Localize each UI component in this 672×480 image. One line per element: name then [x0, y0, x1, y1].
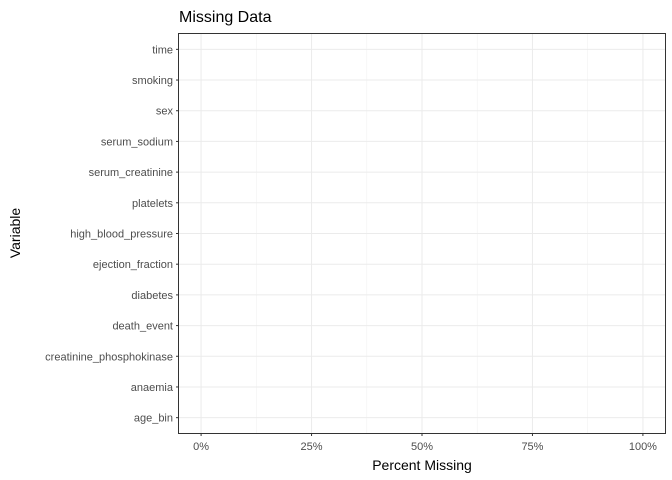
x-tick-label: 100% — [629, 441, 657, 453]
y-tick-label: anaemia — [131, 382, 174, 394]
grid-lines — [179, 34, 665, 433]
x-tick-label: 25% — [301, 441, 323, 453]
y-tick-label: platelets — [132, 198, 173, 210]
y-tick-label: creatinine_phosphokinase — [45, 351, 173, 363]
y-tick-label: smoking — [132, 75, 173, 87]
y-tick-label: high_blood_pressure — [70, 229, 173, 241]
y-tick-label: death_event — [112, 321, 173, 333]
y-axis-title: Variable — [7, 208, 23, 259]
y-tick-label: serum_creatinine — [89, 167, 173, 179]
y-tick-label: time — [152, 44, 173, 56]
x-tick-label: 50% — [411, 441, 433, 453]
y-tick-label: sex — [156, 106, 174, 118]
x-tick-label: 75% — [521, 441, 543, 453]
chart-title: Missing Data — [179, 9, 272, 26]
y-tick-label: age_bin — [134, 413, 173, 425]
y-tick-label: diabetes — [131, 290, 173, 302]
y-tick-label: ejection_fraction — [93, 259, 173, 271]
x-axis-ticks: 0% 25% 50% 75% 100% — [193, 433, 657, 453]
x-tick-label: 0% — [193, 441, 209, 453]
y-axis-ticks: time smoking sex serum_sodium serum_creatini… — [45, 44, 179, 425]
x-axis-title: Percent Missing — [372, 457, 472, 473]
y-tick-label: serum_sodium — [101, 136, 173, 148]
